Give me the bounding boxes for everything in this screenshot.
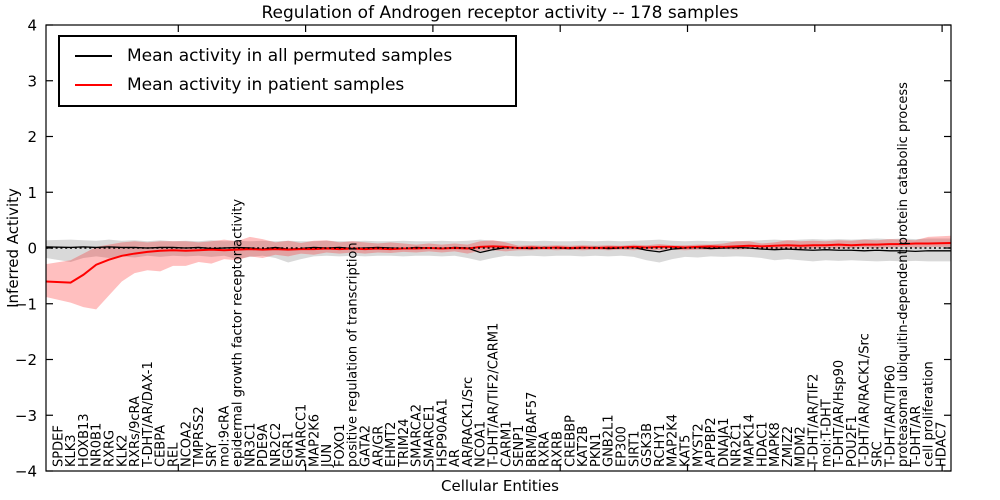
y-tick-label: −1 [15, 295, 37, 313]
x-tick-label: AR [448, 449, 463, 467]
legend-label-permuted: Mean activity in all permuted samples [127, 45, 453, 66]
x-tick-label: MDM2 [794, 426, 809, 467]
x-tick-label: proteasomal ubiquitin-dependent protein … [896, 82, 911, 467]
x-tick-label: HDAC7 [935, 421, 950, 467]
y-tick-label: 2 [27, 128, 37, 146]
x-tick-label: DNAJA1 [717, 418, 732, 467]
y-tick-label: 1 [27, 184, 37, 202]
x-tick-label: T-DHT/AR/Hsp90 [832, 360, 847, 468]
x-tick-label: cell proliferation [922, 361, 937, 467]
x-tick-label: KLK3 [64, 434, 79, 467]
x-tick-label: RXRG [103, 430, 118, 467]
permuted-std-band [46, 238, 951, 263]
x-tick-label: JUN [320, 444, 335, 468]
legend-entry-permuted: Mean activity in all permuted samples [60, 41, 515, 70]
x-tick-label: APPBP2 [704, 417, 719, 467]
x-tick-label: SENP1 [512, 425, 527, 467]
x-tick-label: AR/RACK1/Src [461, 377, 476, 467]
patient-std-band [46, 235, 951, 310]
x-tick-label: SMARCA2 [410, 404, 425, 467]
x-axis-label: Cellular Entities [441, 477, 559, 495]
x-tick-label: NR2C1 [730, 423, 745, 467]
x-tick-label: mol:T-DHT [819, 399, 834, 467]
x-tick-label: EGR1 [282, 431, 297, 467]
x-tick-label: SMARCE1 [423, 405, 438, 467]
x-tick-label: EP300 [615, 426, 630, 467]
x-tick-label: PDE9A [256, 424, 271, 467]
x-tick-label: CEBPA [154, 425, 169, 467]
permuted-line-swatch-icon [75, 54, 112, 57]
x-tick-label: NR3C1 [243, 423, 258, 467]
x-tick-label: HOXB13 [77, 413, 92, 467]
x-tick-label: NR2C2 [269, 423, 284, 467]
patient-mean-line [45, 241, 952, 284]
x-tick-label: GATA2 [359, 425, 374, 467]
x-tick-label: NCOA1 [474, 421, 489, 467]
x-tick-label: NR0B1 [90, 423, 105, 467]
x-tick-label: MAP2K6 [307, 414, 322, 467]
x-tick-label: SPDEF [51, 425, 66, 467]
x-tick-label: MAPK8 [768, 422, 783, 467]
x-tick-label: NCOA2 [179, 421, 194, 467]
x-tick-label: PKN1 [589, 433, 604, 467]
y-tick-label: 0 [27, 240, 37, 258]
x-tick-label: T-DHT/AR/TIF2/CARM1 [487, 323, 502, 468]
x-tick-label: RXRs/9cRA [128, 396, 143, 467]
y-tick-label: −4 [15, 463, 37, 481]
y-tick-label: −3 [15, 407, 37, 425]
x-tick-label: MYST2 [691, 423, 706, 467]
x-tick-label: KAT2B [576, 426, 591, 467]
x-tick-label: T-DHT/AR/TIP60 [883, 365, 898, 468]
x-tick-label: T-DHT/AR/DAX-1 [141, 361, 156, 468]
y-tick-label: 3 [27, 72, 37, 90]
x-tick-label: ZMIZ2 [781, 426, 796, 467]
legend-label-patient: Mean activity in patient samples [127, 74, 405, 95]
x-tick-label: T-DHT/AR/RACK1/Src [858, 333, 873, 468]
chart-title: Regulation of Androgen receptor activity… [261, 3, 739, 23]
legend-entry-patient: Mean activity in patient samples [60, 70, 515, 99]
x-tick-label: KAT5 [679, 435, 694, 467]
x-tick-label: T-DHT/AR [909, 406, 924, 468]
x-tick-label: CARM1 [499, 421, 514, 468]
x-tick-label: EHMT2 [384, 422, 399, 467]
x-tick-label: T-DHT/AR/TIF2 [807, 374, 822, 468]
x-tick-label: RCHY1 [653, 424, 668, 467]
y-tick-label: −2 [15, 351, 37, 369]
x-tick-label: CREBBP [563, 415, 578, 467]
legend: Mean activity in all permuted samples Me… [58, 35, 517, 107]
x-tick-label: positive regulation of transcription [346, 242, 361, 467]
x-tick-label: AR/GR [371, 426, 386, 467]
x-tick-label: KLK2 [115, 434, 130, 467]
x-tick-label: POU2F1 [845, 415, 860, 467]
x-tick-label: MAPK14 [743, 414, 758, 467]
x-tick-label: GSK3B [640, 423, 655, 467]
patient-line-swatch-icon [75, 83, 112, 86]
x-tick-label: RXRA [538, 432, 553, 467]
x-tick-label: TMPRSS2 [192, 406, 207, 468]
x-tick-label: MAP2K4 [666, 414, 681, 467]
x-tick-label: BRM/BAF57 [525, 392, 540, 467]
x-tick-label: GNB2L1 [602, 414, 617, 467]
x-tick-label: REL [167, 442, 182, 467]
x-tick-label: HSP90AA1 [435, 398, 450, 467]
x-tick-label: epidermal growth factor receptor activit… [231, 199, 246, 467]
x-tick-label: SIRT1 [627, 431, 642, 467]
y-axis-label: Inferred Activity [4, 188, 22, 308]
x-tick-label: SRC [871, 441, 886, 467]
x-tick-label: RXRB [551, 431, 566, 467]
x-tick-label: SRY [205, 443, 220, 467]
x-tick-label: TRIM24 [397, 418, 412, 468]
x-tick-label: mol:9cRA [218, 405, 233, 467]
x-tick-label: FOXO1 [333, 424, 348, 467]
y-tick-label: 4 [27, 17, 37, 35]
x-tick-label: HDAC1 [755, 421, 770, 467]
x-tick-label: SMARCC1 [295, 404, 310, 467]
